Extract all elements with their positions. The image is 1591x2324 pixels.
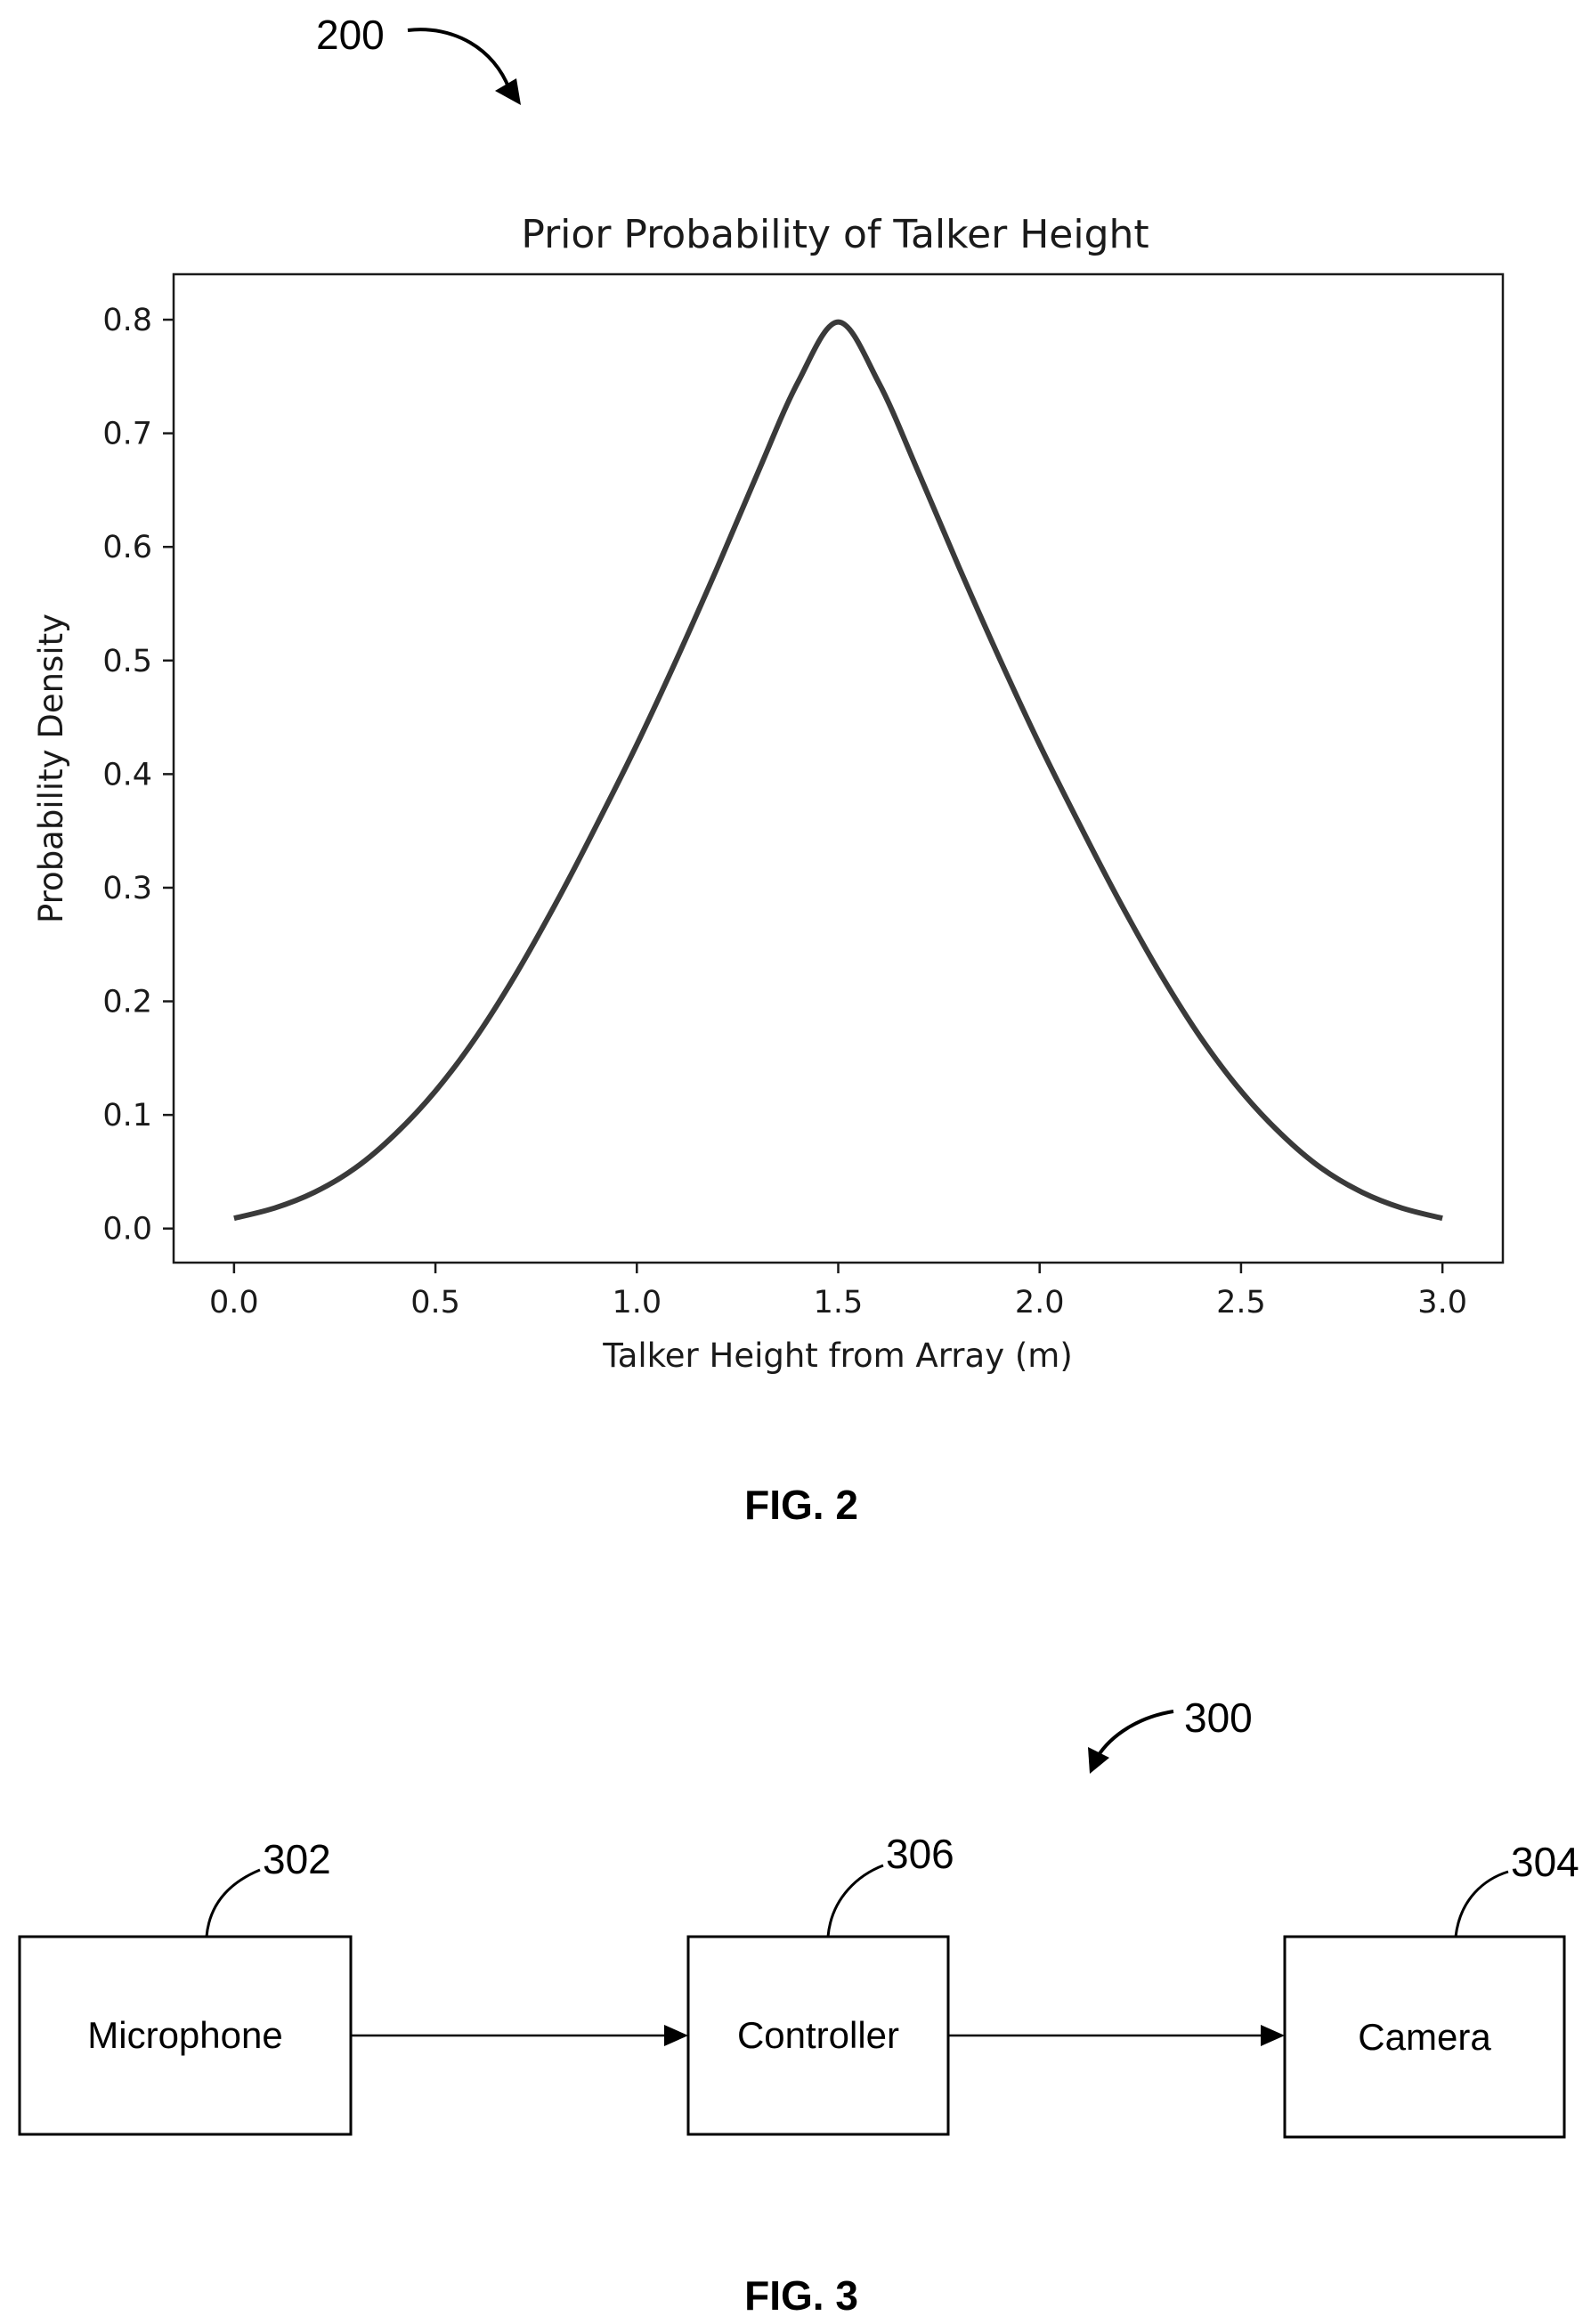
camera-block: Camera 304 <box>1283 1839 1579 2139</box>
chart-title: Prior Probability of Talker Height <box>521 212 1149 257</box>
x-tick-label: 0.0 <box>209 1285 259 1320</box>
y-tick-label: 0.5 <box>102 644 152 679</box>
figure-2-reference-arrow <box>407 28 521 105</box>
x-axis-ticks: 0.0 0.5 1.0 1.5 2.0 2.5 3.0 <box>209 1263 1467 1320</box>
camera-label: Camera <box>1358 2016 1491 2058</box>
x-axis-label: Talker Height from Array (m) <box>602 1337 1073 1375</box>
x-tick-label: 1.0 <box>612 1285 662 1320</box>
x-tick-label: 2.0 <box>1015 1285 1065 1320</box>
controller-label: Controller <box>737 2014 899 2056</box>
controller-block: Controller 306 <box>686 1831 954 2136</box>
microphone-reference-number: 302 <box>263 1836 331 1882</box>
camera-reference-number: 304 <box>1511 1839 1579 1885</box>
figure-2-reference-number: 200 <box>316 12 385 58</box>
y-tick-label: 0.6 <box>102 530 152 565</box>
controller-to-camera-arrow <box>948 2025 1285 2046</box>
y-tick-label: 0.0 <box>102 1212 152 1247</box>
figure-2-caption: FIG. 2 <box>744 1482 858 1528</box>
microphone-label: Microphone <box>87 2014 282 2056</box>
figure-3-reference-arrow <box>1088 1710 1174 1774</box>
y-tick-label: 0.2 <box>102 985 152 1020</box>
y-tick-label: 0.7 <box>102 417 152 452</box>
y-tick-label: 0.3 <box>102 871 152 906</box>
x-tick-label: 0.5 <box>410 1285 460 1320</box>
density-curve-line <box>233 319 1443 1222</box>
y-tick-label: 0.4 <box>102 757 152 792</box>
microphone-to-controller-arrow <box>351 2025 688 2046</box>
x-tick-label: 2.5 <box>1216 1285 1266 1320</box>
y-tick-label: 0.1 <box>102 1098 152 1134</box>
y-axis-ticks: 0.0 0.1 0.2 0.3 0.4 0.5 0.6 0.7 0.8 <box>102 303 174 1247</box>
controller-reference-number: 306 <box>886 1831 954 1877</box>
x-tick-label: 3.0 <box>1417 1285 1467 1320</box>
figure-3-reference-number: 300 <box>1184 1694 1253 1741</box>
figure-3-caption: FIG. 3 <box>744 2272 858 2319</box>
microphone-block: Microphone 302 <box>18 1836 353 2136</box>
x-tick-label: 1.5 <box>814 1285 864 1320</box>
y-tick-label: 0.8 <box>102 303 152 338</box>
plot-frame <box>172 272 1505 1264</box>
y-axis-label: Probability Density <box>32 614 70 923</box>
